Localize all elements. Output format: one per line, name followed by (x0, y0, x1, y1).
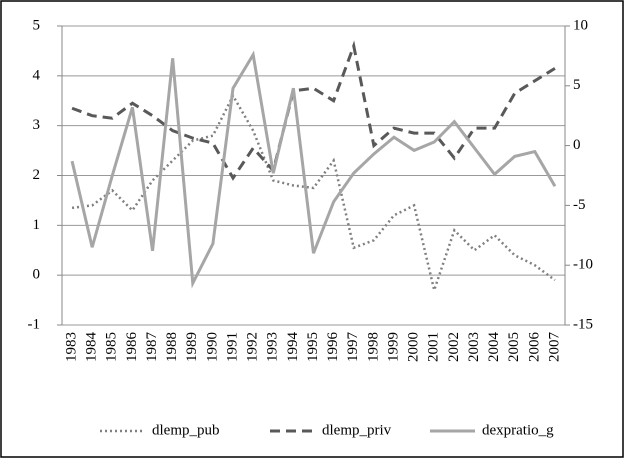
x-tick-label: 1986 (124, 332, 140, 363)
x-tick-label: 1993 (265, 332, 281, 362)
legend-label: dexpratio_g (482, 422, 554, 438)
x-tick-label: 2003 (466, 332, 482, 362)
series-line (70, 50, 557, 289)
x-tick-label: 1997 (345, 332, 361, 363)
y2-tick-label: 0 (573, 137, 581, 153)
x-tick-label: 2005 (506, 332, 522, 362)
y-tick-label: 4 (33, 67, 41, 83)
x-tick-label: 1988 (164, 332, 180, 362)
x-tick-label: 1998 (365, 332, 381, 362)
x-tick-label: 1992 (245, 332, 261, 362)
x-tick-label: 1989 (184, 332, 200, 362)
y-tick-label: -1 (28, 316, 41, 332)
x-tick-label: 1983 (63, 332, 79, 362)
series-line (71, 93, 556, 295)
y2-tick-label: 10 (573, 17, 588, 33)
legend-label: dlemp_pub (152, 422, 220, 438)
x-tick-label: 2002 (446, 332, 462, 362)
x-tick-label: 2004 (486, 332, 502, 363)
x-tick-label: 1991 (224, 332, 240, 362)
y2-tick-label: -10 (573, 257, 593, 273)
x-tick-label: 1985 (104, 332, 120, 362)
x-tick-label: 1999 (385, 332, 401, 362)
y2-tick-label: -5 (573, 197, 586, 213)
y2-tick-label: 5 (573, 77, 581, 93)
y-tick-label: 5 (33, 17, 41, 33)
x-tick-label: 2001 (426, 332, 442, 362)
x-tick-label: 1990 (204, 332, 220, 362)
x-tick-label: 1995 (305, 332, 321, 362)
y-tick-label: 0 (33, 267, 41, 283)
x-tick-label: 1984 (84, 332, 100, 363)
x-tick-label: 2006 (526, 332, 542, 363)
x-tick-label: 2000 (406, 332, 422, 362)
x-tick-label: 2007 (546, 332, 562, 363)
y2-tick-label: -15 (573, 316, 593, 332)
y-tick-label: 2 (33, 167, 41, 183)
x-tick-label: 1987 (144, 332, 160, 363)
legend-label: dlemp_priv (322, 422, 392, 438)
y-tick-label: 3 (33, 117, 41, 133)
x-tick-label: 1994 (285, 332, 301, 363)
y-tick-label: 1 (33, 217, 41, 233)
x-tick-label: 1996 (325, 332, 341, 363)
